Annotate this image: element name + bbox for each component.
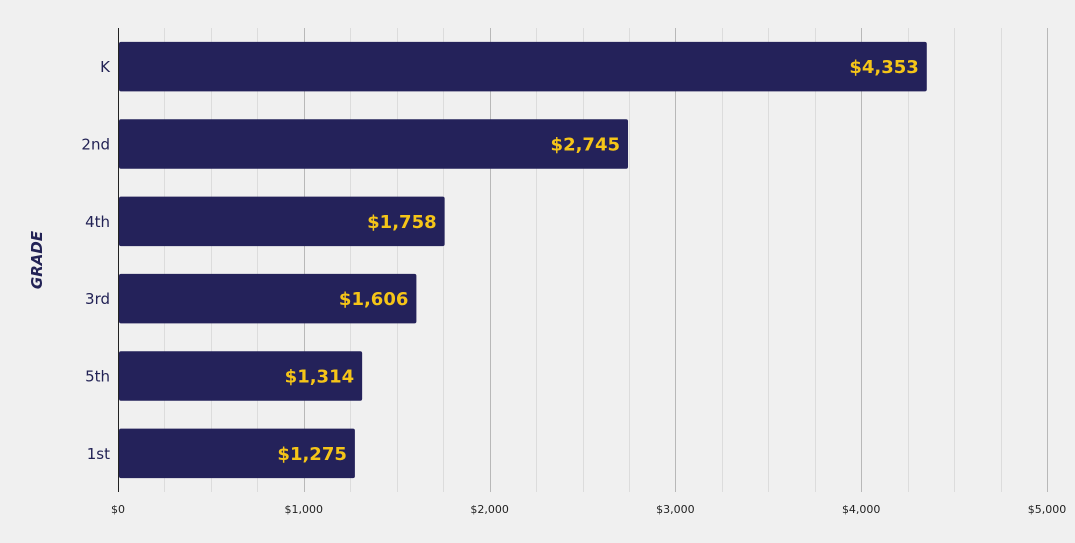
data-label: $2,745: [551, 135, 620, 156]
category-label: 3rd: [85, 290, 110, 308]
data-label: $4,353: [849, 57, 918, 78]
x-tick-labels: $0 $1,000 $2,000 $3,000 $4,000 $5,000: [111, 503, 1066, 516]
bar: [119, 41, 927, 92]
bar: [119, 119, 629, 169]
category-label: 1st: [87, 445, 110, 463]
y-axis-title: GRADE: [28, 230, 46, 289]
category-label: 2nd: [81, 136, 110, 154]
bars: $4,353 $2,745 $1,758 $1,606 $1,314 $1,275: [119, 41, 927, 479]
x-tick-label: $4,000: [842, 503, 881, 516]
data-label: $1,275: [277, 444, 346, 465]
x-tick-label: $5,000: [1028, 503, 1067, 516]
category-label: K: [100, 58, 111, 76]
x-tick-label: $1,000: [285, 503, 324, 516]
category-labels: K 2nd 4th 3rd 5th 1st: [81, 58, 111, 463]
data-label: $1,314: [285, 367, 354, 388]
x-tick-label: $2,000: [470, 503, 509, 516]
bar: [119, 273, 417, 324]
bar: [119, 351, 363, 401]
category-label: 5th: [85, 368, 110, 386]
category-label: 4th: [85, 213, 110, 231]
bar: [119, 196, 445, 247]
bar: [119, 428, 355, 479]
x-tick-label: $3,000: [656, 503, 695, 516]
data-label: $1,758: [367, 212, 436, 233]
x-tick-label: $0: [111, 503, 125, 516]
gridlines: [164, 28, 1048, 492]
data-label: $1,606: [339, 289, 408, 310]
